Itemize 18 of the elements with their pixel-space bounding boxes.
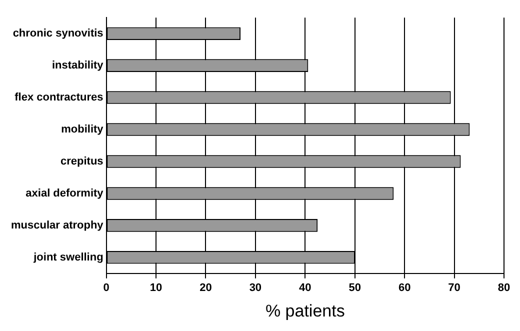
x-tick-label: 80 xyxy=(498,282,510,294)
y-tick-label: joint swelling xyxy=(32,251,104,264)
x-tick-label: 0 xyxy=(103,282,110,294)
x-tick-label: 60 xyxy=(398,282,411,294)
y-tick-label: muscular atrophy xyxy=(10,219,104,232)
x-tick-label: 40 xyxy=(299,282,312,294)
x-tick-label: 10 xyxy=(150,282,162,294)
y-tick-label: flex contractures xyxy=(14,92,104,104)
x-tick-label: 70 xyxy=(448,282,460,294)
x-axis-title: % patients xyxy=(265,301,345,320)
x-tick-label: 30 xyxy=(249,282,262,294)
x-tick-label: 20 xyxy=(200,282,212,294)
y-tick-label: axial deformity xyxy=(26,187,104,200)
x-tick-label: 50 xyxy=(348,282,361,294)
y-tick-label: mobility xyxy=(61,124,104,136)
y-tick-label: crepitus xyxy=(60,156,104,168)
y-tick-label: instability xyxy=(52,60,104,72)
y-tick-label: chronic synovitis xyxy=(12,28,104,40)
